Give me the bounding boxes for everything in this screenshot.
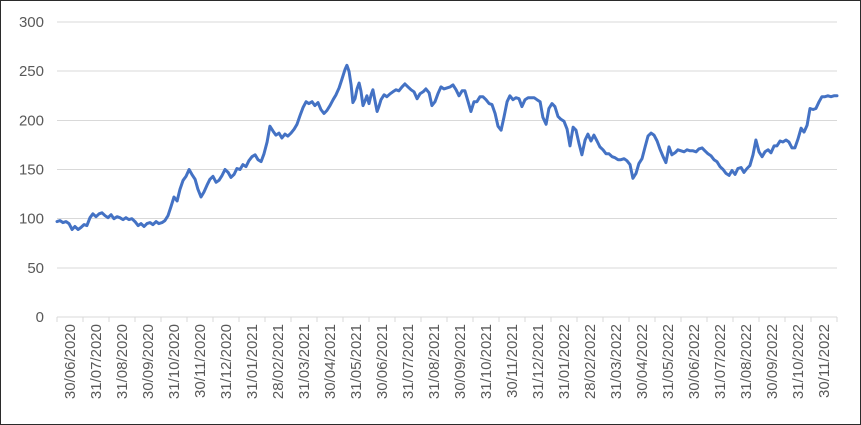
x-axis-tick-label: 30/06/2022 [686,324,703,399]
data-series-line [55,63,839,231]
x-axis-tick-label: 31/07/2020 [88,324,105,399]
x-axis-tick-label: 31/05/2021 [348,324,365,399]
x-axis-tick-label: 28/02/2021 [270,324,287,399]
x-axis-tick-label: 31/07/2022 [712,324,729,399]
x-axis-tick-label: 31/07/2021 [400,324,417,399]
y-axis-tick-label: 200 [19,112,44,129]
x-axis-tick-label: 30/09/2021 [452,324,469,399]
y-axis-tick-label: 250 [19,63,44,80]
y-axis-tick-label: 100 [19,211,44,228]
x-axis-tick-label: 31/08/2022 [738,324,755,399]
y-axis-tick-label: 150 [19,162,44,179]
x-axis-tick-label: 31/03/2022 [608,324,625,399]
y-axis-tick-label: 0 [36,309,44,326]
x-axis-tick-label: 30/11/2021 [504,324,521,398]
x-axis-tick-label: 31/12/2020 [218,324,235,399]
x-axis-tick-label: 31/05/2022 [660,324,677,399]
x-axis-tick-label: 30/04/2021 [322,324,339,399]
x-axis-tick-label: 30/09/2020 [140,324,157,399]
x-axis-tick-label: 30/04/2022 [634,324,651,399]
x-axis-tick-label: 31/01/2022 [556,324,573,399]
x-axis-tick-label: 30/06/2020 [62,324,79,399]
gridlines [57,21,837,318]
x-axis-tick-label: 30/11/2022 [816,324,833,398]
x-axis-tick-label: 31/10/2021 [478,324,495,399]
x-axis-tick-label: 28/02/2022 [582,324,599,399]
x-axis-tick-label: 31/10/2022 [790,324,807,399]
x-axis-tick-label: 31/08/2020 [114,324,131,399]
y-axis-labels: 0 50 100 150 200 250 300 [19,14,44,326]
x-axis-tick-label: 31/12/2021 [530,324,547,399]
x-axis-tick-label: 31/03/2021 [296,324,313,399]
x-axis-tick-label: 31/08/2021 [426,324,443,399]
x-axis-tick-label: 31/01/2021 [244,324,261,399]
x-axis-ticks [56,317,838,322]
x-axis-tick-label: 30/11/2020 [192,324,209,398]
x-axis-tick-label: 31/10/2020 [166,324,183,399]
x-axis-tick-label: 30/09/2022 [764,324,781,399]
y-axis-tick-label: 300 [19,14,44,31]
y-axis-tick-label: 50 [27,260,44,277]
x-axis-labels: 30/06/2020 31/07/2020 31/08/2020 30/09/2020… [62,324,833,399]
x-axis-tick-label: 30/06/2021 [374,324,391,399]
